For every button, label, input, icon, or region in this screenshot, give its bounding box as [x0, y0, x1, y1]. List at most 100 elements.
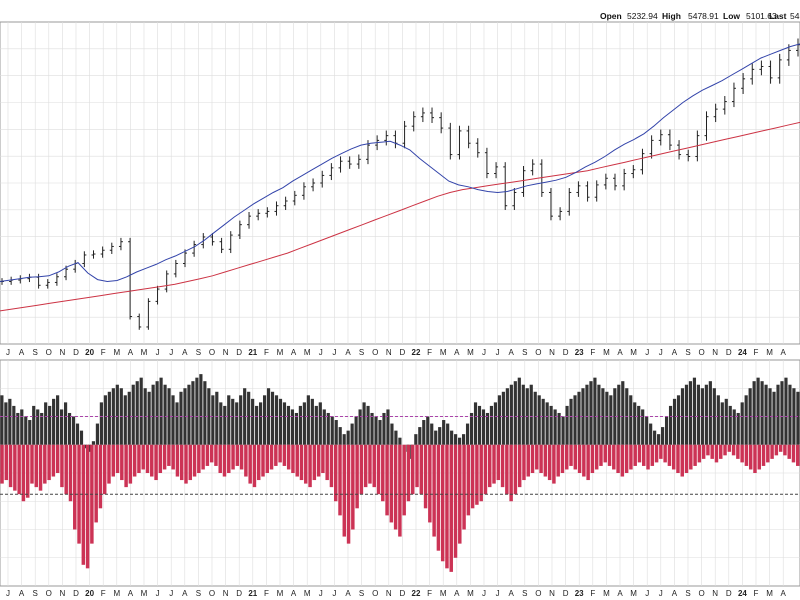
breadth-negative-bar [338, 444, 342, 516]
breadth-negative-bar [748, 444, 753, 470]
breadth-positive-bar [493, 402, 498, 445]
breadth-negative-bar [727, 444, 732, 452]
breadth-positive-bar [736, 412, 740, 445]
breadth-negative-bar [466, 444, 471, 516]
breadth-negative-bar [475, 444, 479, 505]
breadth-x-tick-label: M [440, 589, 447, 598]
breadth-x-tick-label: M [277, 589, 284, 598]
breadth-negative-bar [778, 444, 783, 452]
breadth-negative-bar [552, 444, 556, 484]
breadth-negative-bar [64, 444, 68, 495]
breadth-positive-bar [660, 427, 665, 445]
breadth-positive-bar [438, 427, 442, 445]
price-x-axis: J A S O N D 20 F M A M J J A S O N D 21 F M A M J J A S O N D 22 F M A M J J… [6, 348, 787, 357]
breadth-positive-bar [696, 384, 700, 445]
breadth-negative-bar [167, 444, 171, 466]
breadth-positive-bar [764, 384, 768, 445]
breadth-positive-bar [243, 388, 247, 445]
breadth-negative-bar [740, 444, 744, 463]
price-x-tick-label: D [563, 348, 569, 357]
breadth-positive-bar [219, 402, 223, 445]
breadth-negative-bar [4, 444, 9, 481]
breadth-positive-bar [418, 427, 422, 445]
price-x-tick-label: J [496, 348, 500, 357]
breadth-positive-bar [784, 377, 788, 445]
breadth-negative-bar [333, 444, 338, 502]
breadth-positive-bar [123, 395, 127, 445]
breadth-x-tick-label: M [603, 589, 610, 598]
breadth-negative-bar [355, 444, 359, 509]
breadth-positive-bar [605, 391, 609, 445]
breadth-negative-bar [671, 444, 676, 470]
breadth-negative-bar [470, 444, 475, 509]
breadth-negative-bar [607, 444, 612, 466]
price-x-tick-label: N [223, 348, 229, 357]
breadth-negative-bar [406, 444, 411, 502]
breadth-positive-bar [44, 402, 48, 445]
breadth-positive-bar [48, 405, 52, 445]
breadth-negative-bar [209, 444, 214, 463]
ma200-line [0, 121, 800, 312]
breadth-positive-bar [617, 384, 621, 445]
breadth-negative-bar [43, 444, 47, 484]
breadth-negative-bar [436, 444, 441, 551]
breadth-negative-bar [124, 444, 128, 488]
breadth-x-tick-label: A [454, 589, 460, 598]
price-x-tick-label: A [617, 348, 623, 357]
breadth-positive-bar [541, 398, 545, 445]
breadth-positive-bar [772, 391, 776, 445]
breadth-positive-bar [481, 409, 486, 445]
breadth-positive-bar [358, 409, 362, 445]
breadth-negative-bar [633, 444, 637, 466]
breadth-positive-bar [63, 402, 68, 445]
breadth-negative-bar [637, 444, 642, 463]
breadth-x-tick-label: A [291, 589, 297, 598]
breadth-negative-bar [111, 444, 116, 477]
breadth-x-tick-label: A [128, 589, 134, 598]
breadth-x-tick-label: A [672, 589, 678, 598]
breadth-positive-bar [338, 427, 342, 445]
breadth-positive-bar [756, 377, 760, 445]
breadth-x-tick-label: D [400, 589, 406, 598]
breadth-positive-bar [318, 402, 322, 445]
breadth-negative-bar [458, 444, 462, 544]
breadth-negative-bar [577, 444, 582, 473]
price-x-tick-label: M [603, 348, 610, 357]
breadth-negative-bar [393, 444, 398, 530]
breadth-x-tick-label: O [46, 589, 52, 598]
breadth-negative-bar [736, 444, 740, 459]
breadth-positive-bar [346, 430, 350, 445]
breadth-x-tick-label: F [427, 589, 432, 598]
breadth-positive-bar [645, 416, 649, 445]
breadth-negative-bar [783, 444, 787, 456]
breadth-positive-bar [485, 412, 490, 445]
price-x-tick-label: A [128, 348, 134, 357]
breadth-positive-bar [314, 405, 318, 445]
breadth-positive-bar [589, 381, 593, 445]
breadth-x-tick-label: J [496, 589, 500, 598]
breadth-negative-bar [145, 444, 150, 473]
breadth-negative-bar [428, 444, 432, 523]
breadth-positive-bar [430, 423, 434, 445]
price-x-tick-label: F [101, 348, 106, 357]
breadth-negative-bar [368, 444, 372, 484]
price-x-tick-label: N [60, 348, 66, 357]
breadth-positive-bar [111, 388, 115, 445]
breadth-positive-bar [613, 388, 617, 445]
breadth-negative-bar [744, 444, 749, 466]
price-x-tick-label: O [209, 348, 215, 357]
breadth-positive-bar [231, 398, 235, 445]
breadth-negative-bar [620, 444, 625, 477]
breadth-negative-bar [132, 444, 137, 477]
breadth-negative-bar [650, 444, 655, 466]
breadth-positive-bar [593, 377, 597, 445]
breadth-positive-bar [489, 405, 494, 445]
breadth-negative-bar [248, 444, 252, 484]
breadth-negative-bar [299, 444, 304, 481]
breadth-negative-bar [535, 444, 539, 470]
breadth-negative-bar [517, 444, 522, 488]
breadth-negative-bar [757, 444, 761, 470]
breadth-negative-bar [363, 444, 368, 488]
price-x-tick-label: M [141, 348, 148, 357]
breadth-x-tick-label: 21 [248, 589, 257, 598]
